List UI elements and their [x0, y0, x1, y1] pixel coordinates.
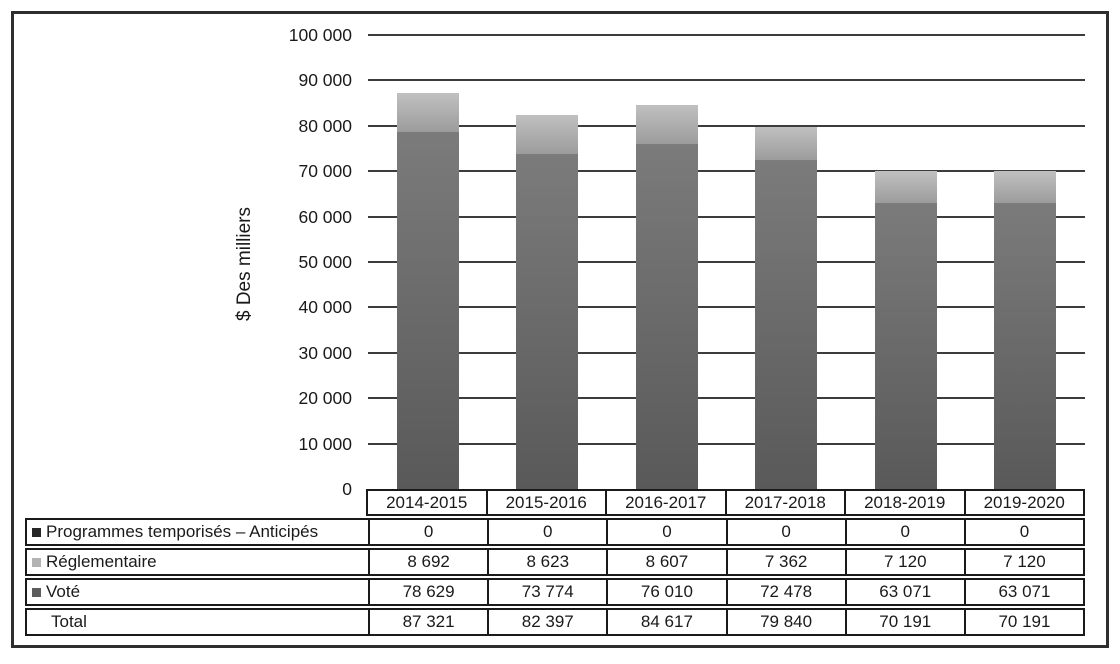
- table-cell: 7 120: [963, 550, 1083, 574]
- table-cell: 73 774: [487, 580, 606, 604]
- y-tick-label: 10 000: [298, 433, 352, 454]
- y-tick-label: 70 000: [298, 161, 352, 182]
- table-row-vote: Voté 78 629 73 774 76 010 72 478 63 071 63 071: [25, 578, 1085, 606]
- bar-segment-vote: [516, 154, 578, 489]
- gridline: [368, 34, 1085, 36]
- table-cell: 8 607: [606, 550, 725, 574]
- legend-marker-reglementaire: [32, 557, 41, 567]
- gridline: [368, 442, 1085, 445]
- y-tick-label: 20 000: [298, 388, 352, 409]
- bar-segment-vote: [636, 144, 698, 489]
- bar-segment-vote: [994, 203, 1056, 489]
- row-label-text: Réglementaire: [46, 552, 157, 571]
- table-cell: 63 071: [963, 580, 1083, 604]
- gridline: [368, 79, 1085, 82]
- bar-segment-reglementaire: [636, 105, 698, 144]
- gridline: [368, 397, 1085, 400]
- table-row-programmes: Programmes temporisés – Anticipés 0 0 0 0 0 0: [25, 518, 1085, 546]
- table-cell: 0: [368, 520, 487, 544]
- bar-segment-reglementaire: [516, 115, 578, 154]
- table-cell: 84 617: [606, 610, 725, 634]
- data-table: 2014-2015 2015-2016 2016-2017 2017-2018 2018…: [25, 489, 1085, 638]
- table-header-row: 2014-2015 2015-2016 2016-2017 2017-2018 2018…: [366, 489, 1085, 516]
- legend-marker-vote: [32, 587, 41, 597]
- table-cell: 87 321: [368, 610, 487, 634]
- column-header: 2019-2020: [963, 491, 1084, 514]
- table-row-reglementaire: Réglementaire 8 692 8 623 8 607 7 362 7 120 7 …: [25, 548, 1085, 576]
- gridline: [368, 306, 1085, 309]
- table-cell: 8 623: [487, 550, 606, 574]
- y-axis: 100 000 90 000 80 000 70 000 60 000 50 000 40 …: [226, 25, 352, 499]
- plot-area: [368, 34, 1085, 489]
- table-cell: 79 840: [725, 610, 845, 634]
- table-cell: 0: [963, 520, 1083, 544]
- legend-marker-programmes: [32, 527, 41, 537]
- table-cell: 0: [725, 520, 845, 544]
- row-label-vote: Voté: [27, 580, 368, 604]
- row-label-text: Voté: [46, 582, 81, 601]
- bar-segment-reglementaire: [875, 171, 937, 203]
- table-cell: 0: [606, 520, 725, 544]
- y-tick-label: 60 000: [298, 206, 352, 227]
- chart-outer-frame: [11, 11, 1109, 648]
- row-label-reglementaire: Réglementaire: [27, 550, 368, 574]
- bar-segment-vote: [397, 132, 459, 489]
- bar-segment-reglementaire: [755, 127, 817, 160]
- row-label-programmes: Programmes temporisés – Anticipés: [27, 520, 368, 544]
- y-tick-label: 0: [342, 479, 352, 499]
- column-header: 2018-2019: [844, 491, 964, 514]
- bar-segment-reglementaire: [397, 93, 459, 132]
- y-tick-label: 30 000: [298, 342, 352, 363]
- gridline: [368, 215, 1085, 218]
- y-tick-label: 40 000: [298, 297, 352, 318]
- column-header: 2017-2018: [724, 491, 845, 514]
- table-cell: 8 692: [368, 550, 487, 574]
- table-cell: 63 071: [844, 580, 964, 604]
- column-header: 2015-2016: [485, 491, 606, 514]
- gridline: [368, 351, 1085, 354]
- row-label-text: Programmes temporisés – Anticipés: [46, 522, 319, 541]
- table-cell: 72 478: [725, 580, 845, 604]
- table-cell: 7 362: [725, 550, 845, 574]
- table-row-total: Total 87 321 82 397 84 617 79 840 70 191 70 19…: [25, 608, 1085, 636]
- table-cell: 7 120: [844, 550, 964, 574]
- table-cell: 70 191: [844, 610, 964, 634]
- table-cell: 0: [844, 520, 964, 544]
- column-header: 2016-2017: [605, 491, 725, 514]
- y-tick-label: 80 000: [298, 115, 352, 136]
- bar-segment-vote: [875, 203, 937, 489]
- bar-segment-reglementaire: [994, 171, 1056, 203]
- gridline: [368, 170, 1085, 173]
- row-label-total: Total: [51, 612, 87, 631]
- table-cell: 76 010: [606, 580, 725, 604]
- table-cell: 70 191: [963, 610, 1083, 634]
- table-cell: 78 629: [368, 580, 487, 604]
- y-tick-label: 90 000: [298, 70, 352, 91]
- y-tick-label: 100 000: [288, 25, 352, 45]
- gridline: [368, 261, 1085, 263]
- bar-segment-vote: [755, 160, 817, 489]
- y-tick-label: 50 000: [298, 252, 352, 272]
- column-header: 2014-2015: [386, 492, 468, 512]
- table-cell: 0: [487, 520, 606, 544]
- gridline: [368, 124, 1085, 127]
- table-cell: 82 397: [487, 610, 606, 634]
